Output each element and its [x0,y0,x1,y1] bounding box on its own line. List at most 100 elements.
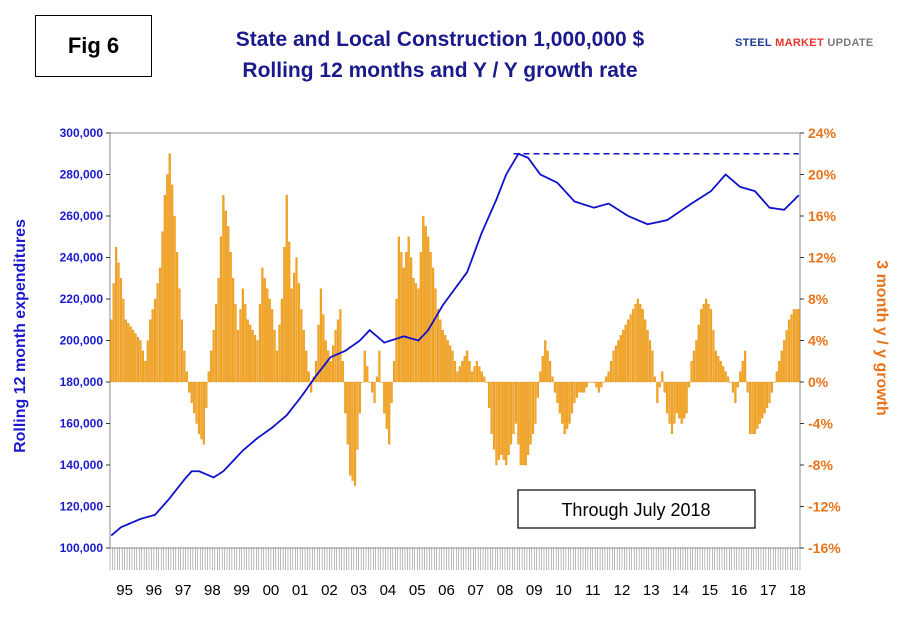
growth-bar [631,309,635,383]
growth-bar [285,195,288,383]
growth-bar [539,371,542,383]
growth-bar [644,319,647,383]
growth-bar [144,361,147,383]
growth-bar [375,376,379,383]
growth-bar [149,319,152,383]
growth-bar [614,345,617,383]
growth-bar [292,272,296,383]
growth-bar [178,288,181,383]
growth-bar [280,298,283,383]
growth-bar [419,252,422,383]
growth-bar [648,340,652,383]
growth-bar [173,215,176,383]
growth-bar [378,350,381,383]
growth-bar [188,381,191,393]
growth-bar [480,371,483,383]
growth-bar [549,361,552,383]
year-label: 14 [672,582,689,599]
growth-bar [763,381,766,414]
growth-bar [700,309,703,383]
growth-bar [207,371,210,383]
chart-title: State and Local Construction 1,000,000 $… [160,24,720,86]
growth-bar [449,345,452,383]
growth-bar [595,381,598,388]
right-tick-label: 20% [808,167,837,183]
growth-bar [500,381,503,455]
growth-bar [166,174,169,383]
growth-bar [605,376,608,383]
growth-bar [444,335,447,383]
growth-bar [600,381,603,388]
growth-bar [619,335,622,383]
growth-bar [475,361,479,383]
growth-bar [210,350,213,383]
growth-bar [524,381,527,466]
growth-bar [495,381,498,466]
expenditure-line [110,152,800,537]
growth-bar [317,324,320,383]
growth-bar [680,381,683,424]
growth-bar [607,371,610,383]
growth-bar [441,329,444,383]
growth-bar [488,381,491,409]
growth-bar [373,381,376,403]
growth-bar [568,381,571,424]
growth-bar [190,381,193,403]
growth-bar [761,381,764,419]
growth-bar [497,381,500,460]
growth-bar [339,309,342,383]
left-tick-label: 180,000 [60,375,104,389]
growth-bar [431,267,435,383]
growth-bar [119,278,123,383]
growth-bar [697,324,700,383]
growth-bar [127,323,130,383]
growth-bar [288,241,291,383]
growth-bar [302,329,305,383]
growth-bar [627,319,630,383]
growth-bar [405,252,408,383]
right-tick-label: -16% [808,540,841,556]
year-label: 00 [263,582,280,599]
growth-bar [183,350,186,383]
growth-bar [709,309,713,383]
growth-bar [256,340,259,383]
right-axis-title: 3 month y / y growth [873,260,890,416]
growth-bar [641,309,644,383]
growth-bar [661,371,664,383]
growth-bar [193,381,196,414]
growth-bar [154,298,157,383]
growth-bar [705,298,708,383]
growth-bar [519,381,522,466]
growth-bar [214,304,218,383]
growth-bar [566,381,569,429]
left-axis-ticks: 300,000 280,000 260,000 240,000 220,000 200,0… [60,126,110,555]
growth-bar [583,381,586,393]
growth-bar [283,246,286,383]
growth-bar [319,288,322,383]
growth-bar [361,381,364,383]
growth-bar [534,381,537,424]
year-label: 10 [555,582,572,599]
growth-bar [110,319,113,383]
growth-bar [485,381,488,383]
growth-bar [731,381,735,393]
growth-bar [349,381,352,476]
growth-bar [412,278,415,383]
year-label: 07 [467,582,484,599]
growth-bar [683,381,686,419]
growth-bar [717,355,720,383]
growth-bar [132,329,135,383]
year-label: 08 [497,582,514,599]
growth-bar [134,333,137,383]
left-tick-label: 220,000 [60,292,104,306]
growth-bar [527,381,530,455]
growth-bar [380,381,383,383]
growth-bar [714,350,717,383]
year-label: 99 [233,582,250,599]
year-label: 05 [409,582,426,599]
year-label: 09 [526,582,543,599]
growth-bar [397,236,401,383]
growth-bar [678,381,681,419]
growth-bar [666,381,669,414]
growth-bar [341,361,344,383]
